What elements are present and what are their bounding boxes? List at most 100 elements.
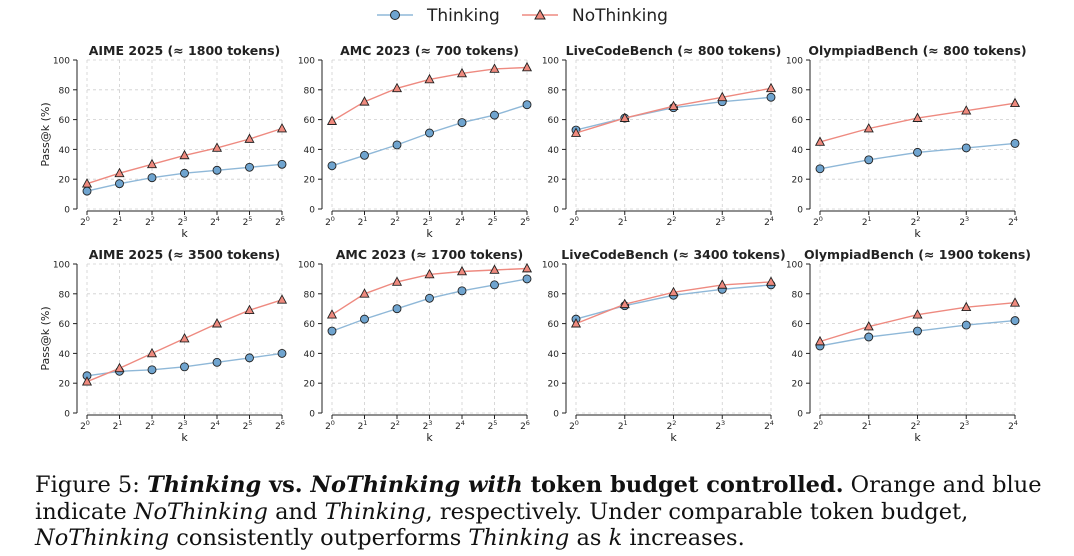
y-tick-label: 100 (542, 261, 559, 271)
nothinking-point (424, 73, 435, 84)
nothinking-point (961, 301, 972, 312)
y-tick-label: 20 (59, 176, 71, 186)
x-tick-label: 26 (520, 215, 530, 228)
thinking-point (147, 365, 157, 375)
nothinking-point (570, 127, 582, 137)
caption-italic-5: k (608, 525, 623, 551)
nothinking-point (521, 262, 533, 273)
x-tick-label: 20 (569, 215, 579, 228)
nothinking-point (489, 264, 500, 274)
x-tick-label: 21 (862, 215, 872, 228)
nothinking-point (244, 304, 255, 315)
y-tick-label: 0 (797, 206, 803, 216)
nothinking-point (814, 136, 826, 146)
thinking-point (457, 286, 467, 296)
subplot-title: OlympiadBench (≈ 1900 tokens) (804, 247, 1031, 262)
caption-italic-3: NoThinking (35, 525, 170, 551)
y-tick-label: 60 (304, 116, 316, 126)
x-axis-label: k (670, 431, 677, 444)
y-tick-label: 80 (59, 86, 71, 96)
thinking-point (961, 143, 971, 153)
subplot-3: LiveCodeBench (≈ 800 tokens) 0 20 40 60 80 100… (542, 43, 782, 228)
y-tick-label: 20 (304, 380, 316, 390)
nothinking-point (326, 309, 338, 319)
nothinking-point (391, 276, 403, 286)
nothinking-point (619, 112, 630, 122)
x-tick-label: 23 (178, 215, 188, 228)
y-tick-label: 100 (542, 57, 559, 67)
x-tick-label: 21 (862, 419, 872, 432)
y-tick-label: 0 (553, 206, 559, 216)
x-tick-label: 20 (813, 419, 823, 432)
x-tick-label: 24 (764, 419, 774, 432)
caption-text-5: as (569, 525, 609, 551)
nothinking-point (114, 167, 125, 178)
thinking-point (1010, 138, 1020, 148)
x-tick-label: 23 (423, 215, 433, 228)
thinking-point (864, 155, 874, 165)
x-tick-label: 25 (243, 215, 253, 228)
caption-italic-2: Thinking (324, 498, 426, 525)
thinking-point (392, 140, 402, 150)
y-tick-label: 80 (792, 290, 804, 300)
x-tick-label: 20 (569, 419, 579, 432)
x-tick-label: 20 (813, 215, 823, 228)
y-tick-label: 60 (548, 116, 560, 126)
caption-text-1: Orange and blue indicate (35, 472, 1042, 525)
subplot-title: LiveCodeBench (≈ 800 tokens) (566, 43, 782, 58)
x-tick-label: 24 (210, 419, 220, 432)
y-tick-label: 40 (548, 350, 560, 360)
figure-panels: Thinking NoThinking AIME 2025 (≈ 1800 to… (39, 6, 1031, 444)
y-tick-label: 60 (59, 320, 71, 330)
nothinking-point (456, 265, 468, 276)
y-tick-label: 20 (792, 176, 804, 186)
thinking-point (913, 326, 922, 336)
nothinking-point (619, 298, 630, 309)
x-tick-label: 23 (959, 215, 969, 228)
thinking-point (425, 293, 434, 303)
subplot-title: OlympiadBench (≈ 800 tokens) (808, 43, 1026, 58)
y-tick-label: 60 (59, 116, 71, 126)
caption-text-3: , respectively. Under comparable token b… (425, 498, 969, 525)
y-tick-label: 0 (797, 410, 803, 420)
y-tick-label: 0 (309, 206, 315, 216)
thinking-point (961, 320, 971, 330)
thinking-point (913, 147, 922, 157)
x-tick-label: 26 (520, 419, 530, 432)
x-tick-label: 22 (145, 215, 155, 228)
nothinking-point (668, 100, 679, 111)
subplot-title: AIME 2025 (≈ 1800 tokens) (89, 43, 281, 58)
x-tick-label: 23 (959, 419, 969, 432)
nothinking-point (276, 294, 288, 304)
nothinking-point (179, 332, 190, 343)
nothinking-point (521, 61, 533, 72)
figure-caption: Figure 5: Thinking vs. NoThinking with t… (35, 472, 1045, 552)
nothinking-point (456, 67, 468, 78)
subplot-8: OlympiadBench (≈ 1900 tokens) 0 20 40 60 80 10… (786, 247, 1031, 444)
x-tick-label: 21 (358, 419, 368, 432)
thinking-point (180, 168, 189, 178)
x-tick-label: 24 (455, 419, 465, 432)
nothinking-point (276, 122, 288, 133)
y-tick-label: 40 (548, 146, 560, 156)
thinking-point (360, 150, 369, 160)
legend-nothinking-marker (534, 8, 546, 20)
thinking-point (392, 304, 402, 314)
nothinking-point (717, 91, 728, 102)
y-tick-label: 100 (786, 261, 803, 271)
y-tick-label: 20 (792, 380, 804, 390)
x-tick-label: 21 (618, 419, 628, 432)
y-axis-label: Pass@k (%) (39, 102, 52, 166)
caption-vs: vs. (261, 472, 311, 498)
nothinking-point (114, 362, 125, 373)
caption-bold-3: token budget controlled. (522, 472, 844, 498)
thinking-point (522, 100, 532, 110)
thinking-point (490, 280, 499, 290)
y-tick-label: 20 (548, 380, 560, 390)
y-axis-label: Pass@k (%) (39, 306, 52, 370)
nothinking-point (211, 318, 223, 328)
x-tick-label: 22 (145, 419, 155, 432)
caption-bold-2: NoThinking with (310, 472, 523, 498)
thinking-point (245, 162, 254, 172)
x-axis-label: k (181, 227, 188, 240)
